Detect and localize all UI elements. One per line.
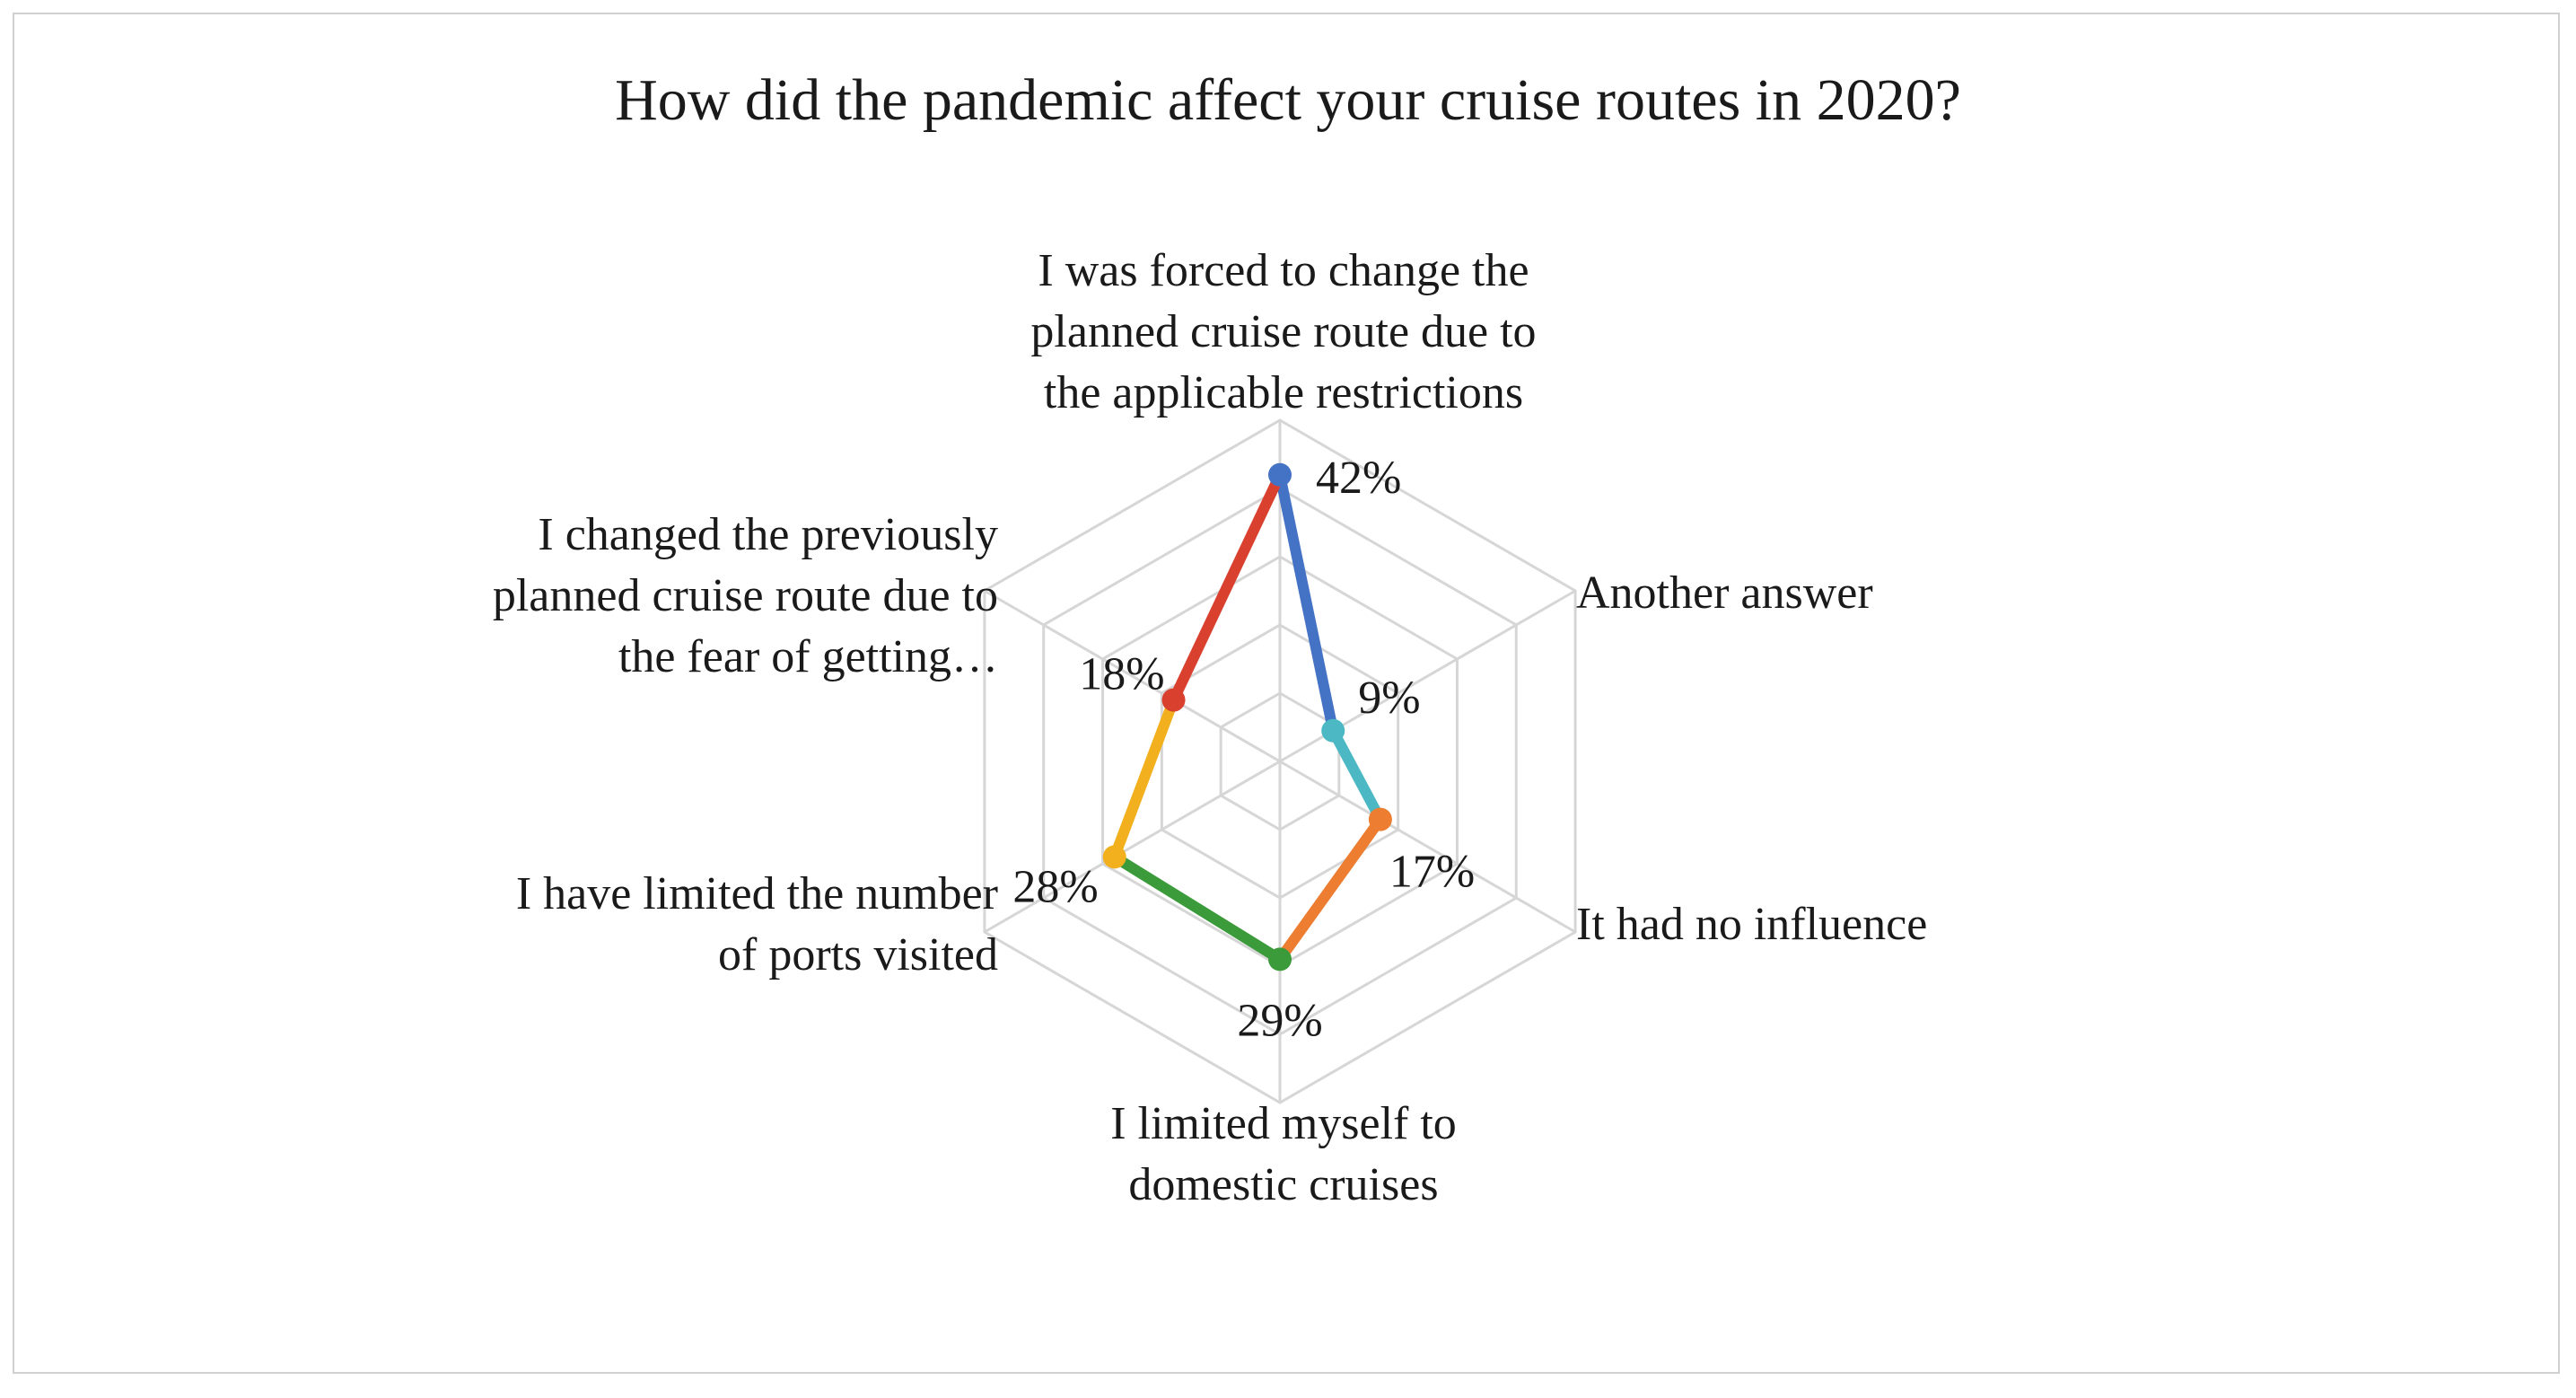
data-label-5: 28% [1012, 861, 1098, 912]
axis-label-6: I changed the previously planned cruise r… [493, 509, 998, 682]
grid-spoke-5 [984, 760, 1281, 934]
grid-spoke-6 [984, 589, 1281, 763]
axis-label-1-line-3: the applicable restrictions [1044, 367, 1523, 418]
data-point-3 [1368, 807, 1392, 831]
data-label-6: 18% [1079, 649, 1164, 700]
data-point-5 [1102, 845, 1126, 869]
data-labels: 42% 9% 17% 29% 28% 18% [1012, 453, 1475, 1047]
series-segment-3 [1275, 813, 1386, 965]
axis-label-3: It had no influence [1576, 899, 1927, 950]
data-point-2 [1321, 718, 1345, 743]
radar-series [1102, 462, 1392, 972]
data-point-1 [1268, 462, 1292, 487]
data-label-1: 42% [1316, 453, 1401, 504]
series-segment-1 [1275, 469, 1339, 736]
data-point-4 [1268, 947, 1292, 972]
data-point-6 [1161, 688, 1186, 712]
axis-labels: I was forced to change the planned cruise… [493, 245, 1927, 1210]
axis-label-4-line-2: domestic cruises [1128, 1159, 1438, 1210]
series-segment-4 [1108, 851, 1285, 965]
series-segment-5 [1108, 694, 1179, 863]
axis-label-4: I limited myself to domestic cruises [1110, 1098, 1457, 1210]
axis-label-1: I was forced to change the planned cruise… [1030, 245, 1536, 418]
data-label-2: 9% [1358, 673, 1420, 724]
axis-label-3-line-1: It had no influence [1576, 899, 1927, 950]
axis-label-6-line-1: I changed the previously [538, 509, 998, 560]
axis-label-6-line-2: planned cruise route due to [493, 570, 998, 621]
axis-label-2-line-1: Another answer [1576, 567, 1873, 619]
data-label-4: 29% [1237, 995, 1322, 1046]
axis-label-5-line-1: I have limited the number [516, 868, 998, 919]
data-label-3: 17% [1389, 847, 1475, 898]
chart-title: How did the pandemic affect your cruise … [615, 67, 1961, 133]
axis-label-1-line-2: planned cruise route due to [1030, 306, 1536, 357]
axis-label-5: I have limited the number of ports visite… [516, 868, 998, 980]
grid-spoke-3 [1279, 760, 1576, 934]
axis-label-6-line-3: the fear of getting… [618, 631, 998, 682]
axis-label-4-line-1: I limited myself to [1110, 1098, 1457, 1149]
series-segment-6 [1168, 469, 1285, 706]
axis-label-5-line-2: of ports visited [718, 929, 998, 980]
axis-label-1-line-1: I was forced to change the [1038, 245, 1529, 296]
chart-frame [13, 13, 2560, 1374]
series-segment-2 [1327, 725, 1386, 825]
axis-label-2: Another answer [1576, 567, 1873, 619]
